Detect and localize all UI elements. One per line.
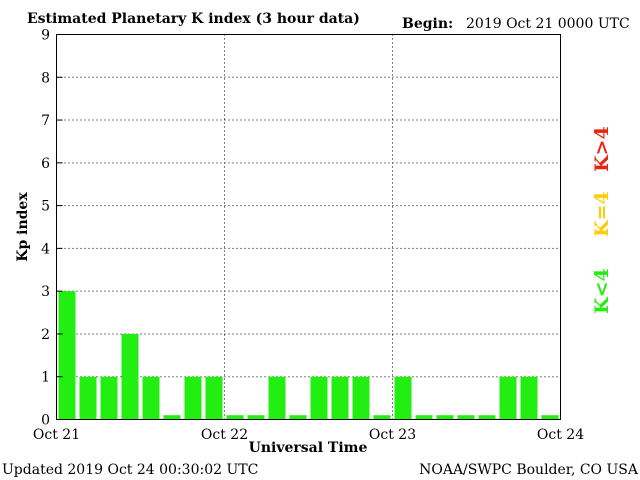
kp-bar [331,376,349,420]
legend-k-equal-4: K=4 [591,191,613,237]
y-tick-label: 0 [41,413,50,429]
begin-value: 2019 Oct 21 0000 UTC [466,16,630,32]
y-tick-label: 6 [41,156,50,172]
kp-bar [289,415,307,420]
y-tick-label: 2 [41,327,50,343]
kp-bar [205,376,223,420]
legend-k-below-4: K<4 [591,268,613,314]
begin-label: Begin: [402,16,453,32]
kp-bar [310,376,328,420]
legend-k-above-4: K>4 [591,126,613,172]
kp-bar [478,415,496,420]
y-tick-label: 8 [41,70,50,86]
x-tick-label: Oct 24 [537,427,584,443]
kp-bar [352,376,370,420]
kp-bar [499,376,517,420]
kp-bar [58,291,76,420]
y-tick-label: 4 [41,241,50,257]
chart-title: Estimated Planetary K index (3 hour data… [27,11,360,27]
kp-bar [100,376,118,420]
kp-bar [79,376,97,420]
kp-bar [184,376,202,420]
kp-bar [121,333,139,420]
x-axis-ticks: Oct 21 Oct 22 Oct 23 Oct 24 [33,427,584,443]
x-tick-label: Oct 22 [201,427,248,443]
kp-bar [226,415,244,420]
x-axis-label: Universal Time [249,440,368,456]
y-tick-label: 5 [41,199,50,215]
y-tick-label: 3 [41,284,50,300]
kp-bar [163,415,181,420]
kp-bar [142,376,160,420]
kp-bar [541,415,559,420]
bars [58,291,559,420]
kp-bar [373,415,391,420]
kp-bar [520,376,538,420]
kp-bar [457,415,475,420]
grid-lines [56,34,561,420]
plot-frame [56,34,561,420]
kp-bar [436,415,454,420]
kp-bar [415,415,433,420]
y-tick-label: 1 [41,370,50,386]
y-tick-label: 9 [41,28,50,44]
x-tick-label: Oct 23 [369,427,416,443]
kp-bar [268,376,286,420]
source-credit: NOAA/SWPC Boulder, CO USA [419,462,639,478]
kp-bar [394,376,412,420]
y-axis-label: Kp index [15,192,31,262]
kp-bar [247,415,265,420]
updated-timestamp: Updated 2019 Oct 24 00:30:02 UTC [2,462,258,478]
y-axis-ticks: 0 1 2 3 4 5 6 7 8 9 [41,28,63,429]
x-tick-label: Oct 21 [33,427,80,443]
y-tick-label: 7 [41,113,50,129]
